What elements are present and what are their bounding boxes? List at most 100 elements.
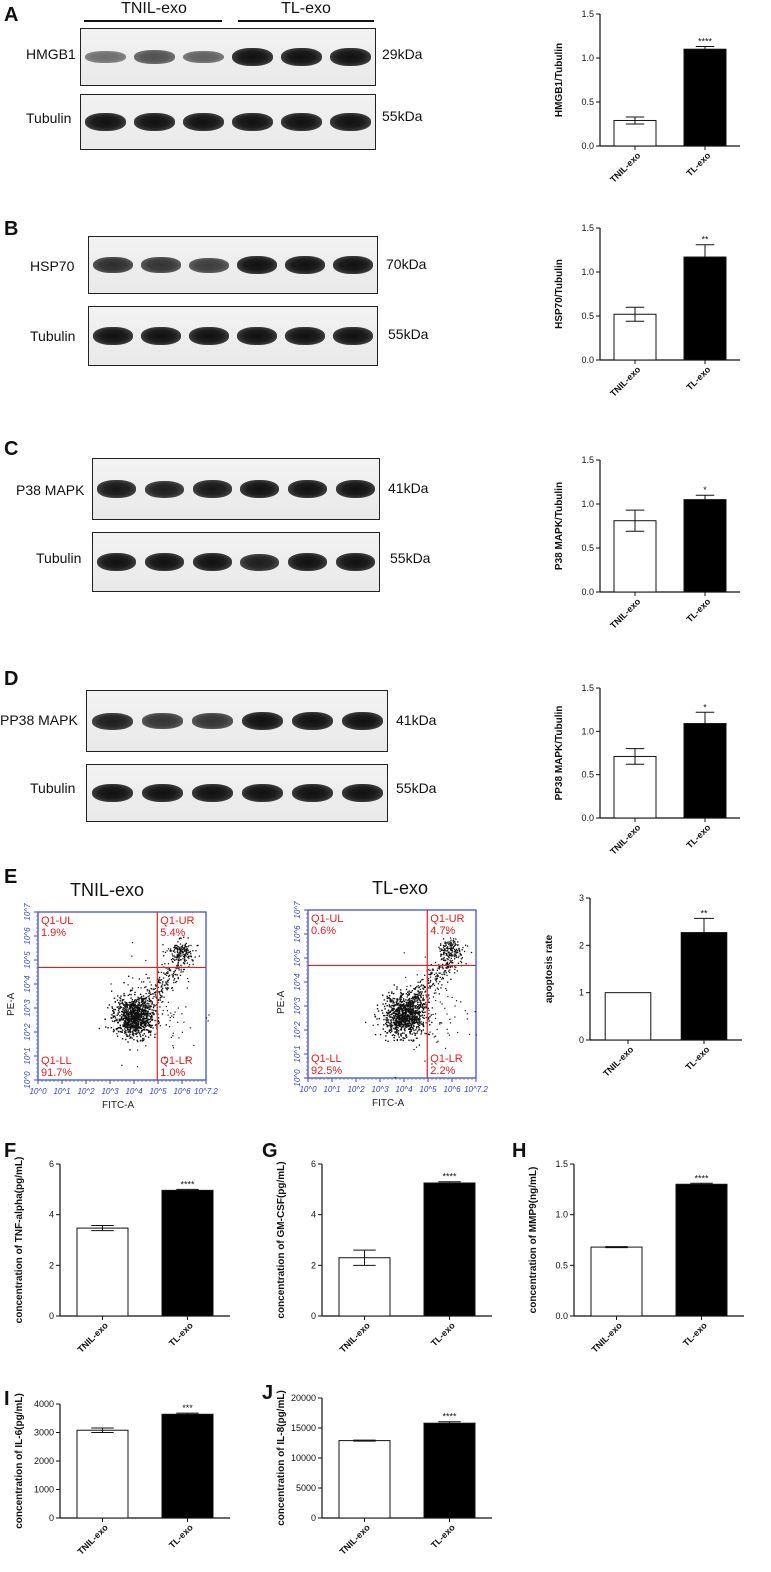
y-tick-label: 1.0 — [555, 1210, 568, 1220]
bar — [683, 499, 727, 593]
flow-y-tick-label: 10^6 — [293, 925, 302, 943]
blot-band — [240, 480, 280, 498]
blot-band — [330, 113, 371, 131]
blot-band — [285, 327, 325, 345]
protein-label-tubulin-c: Tubulin — [36, 550, 82, 566]
flow-y-tick-label: 10^5 — [293, 949, 302, 967]
significance-label: **** — [180, 1179, 195, 1189]
blot-band — [241, 712, 283, 730]
x-tick-label: TL-exo — [684, 596, 712, 624]
blot-row-pp38 — [86, 690, 388, 752]
x-tick-label: TNIL-exo — [608, 150, 643, 185]
y-tick-label: 0 — [49, 1311, 54, 1321]
protein-label-p38: P38 MAPK — [16, 482, 85, 498]
protein-label-tubulin-a: Tubulin — [26, 110, 72, 126]
flow-x-tick-label: 10^2 — [347, 1085, 365, 1094]
y-tick-label: 0 — [311, 1311, 316, 1321]
y-tick-label: 1.0 — [581, 499, 594, 509]
x-tick-label: TNIL-exo — [338, 1522, 373, 1557]
blot-band — [141, 257, 181, 273]
flow-quadrant-percent: 2.2% — [430, 1065, 455, 1077]
blot-band — [134, 50, 175, 64]
kda-label-pp38: 41kDa — [396, 712, 437, 728]
y-tick-label: 0.5 — [581, 543, 594, 553]
blot-band — [232, 113, 273, 131]
blot-band — [192, 480, 232, 498]
x-tick-label: TL-exo — [683, 1044, 711, 1072]
blot-band — [232, 48, 273, 66]
flow-quadrant-percent: 5.4% — [160, 927, 185, 939]
flow-x-tick-label: 10^1 — [53, 1087, 70, 1096]
y-axis-label: concentration of IL-8(pg/mL) — [276, 1390, 287, 1526]
kda-label-p38: 41kDa — [388, 480, 429, 496]
panel-letter-g: G — [262, 1140, 278, 1162]
y-tick-label: 5000 — [296, 1483, 316, 1493]
blot-band — [91, 712, 133, 730]
y-tick-label: 3000 — [34, 1428, 54, 1438]
blot-band — [134, 113, 175, 131]
y-tick-label: 1.5 — [581, 455, 594, 465]
flow-y-tick-label: 10^1 — [293, 1045, 302, 1062]
flow-title-tnil: TNIL-exo — [70, 880, 145, 900]
significance-label: **** — [694, 1173, 709, 1183]
y-axis-label: PP38 MAPK/Tubulin — [554, 706, 565, 801]
significance-label: **** — [442, 1412, 457, 1422]
bar — [423, 1422, 476, 1519]
panel-letter-b: B — [4, 218, 19, 240]
significance-label: ** — [700, 908, 708, 918]
flow-x-tick-label: 10^5 — [419, 1085, 437, 1094]
y-tick-label: 4000 — [34, 1399, 54, 1409]
blot-band — [93, 327, 133, 345]
panel-letter-e: E — [4, 866, 18, 888]
y-tick-label: 6 — [311, 1159, 316, 1169]
y-tick-label: 4 — [311, 1210, 316, 1220]
significance-label: **** — [442, 1172, 457, 1182]
blot-band — [341, 712, 383, 730]
flow-quadrant-label: Q1-LR — [430, 1053, 462, 1065]
flow-y-tick-label: 10^6 — [23, 927, 32, 945]
flow-x-tick-label: 10^6 — [443, 1085, 461, 1094]
y-tick-label: 0.5 — [555, 1260, 568, 1270]
blot-band — [285, 256, 325, 274]
flow-x-tick-label: 10^7.2 — [464, 1085, 488, 1094]
bar — [590, 1246, 643, 1317]
blot-band — [241, 784, 283, 802]
blot-band — [141, 784, 183, 802]
blot-band — [191, 713, 233, 729]
y-axis-label: concentration of GM-CSF(pg/mL) — [276, 1161, 287, 1318]
flow-y-label: PE-A — [276, 990, 287, 1014]
blot-band — [91, 784, 133, 802]
y-tick-label: 0.0 — [555, 1311, 568, 1321]
flow-quadrant-percent: 4.7% — [430, 925, 455, 937]
y-tick-label: 10000 — [291, 1453, 316, 1463]
panel-letter-j: J — [262, 1382, 274, 1404]
x-tick-label: TNIL-exo — [338, 1320, 373, 1355]
flow-x-tick-label: 10^1 — [323, 1085, 340, 1094]
panel-letter-c: C — [4, 438, 19, 460]
blot-band — [281, 48, 322, 66]
significance-label: ** — [701, 235, 709, 245]
blot-row-tubulin-d — [86, 764, 388, 822]
bar — [161, 1413, 214, 1519]
blot-band — [192, 553, 232, 571]
y-tick-label: 0.5 — [581, 770, 594, 780]
flow-quadrant-label: Q1-LL — [41, 1055, 72, 1067]
blot-band — [237, 327, 277, 345]
bar — [604, 992, 652, 1041]
y-tick-label: 1.5 — [555, 1159, 568, 1169]
blot-band — [287, 480, 328, 498]
y-tick-label: 0 — [579, 1035, 584, 1045]
bar — [423, 1182, 476, 1317]
blot-band — [141, 713, 183, 729]
significance-label: * — [703, 702, 707, 712]
blot-band — [335, 480, 375, 498]
flow-y-tick-label: 10^3 — [293, 997, 302, 1015]
x-tick-label: TL-exo — [429, 1522, 457, 1550]
bar — [683, 48, 727, 147]
blot-band — [341, 784, 383, 802]
group-line-tnil — [84, 20, 222, 22]
flow-x-tick-label: 10^2 — [77, 1087, 95, 1096]
x-tick-label: TNIL-exo — [590, 1320, 625, 1355]
flow-dots — [364, 932, 477, 1079]
group-line-tl — [238, 20, 374, 22]
